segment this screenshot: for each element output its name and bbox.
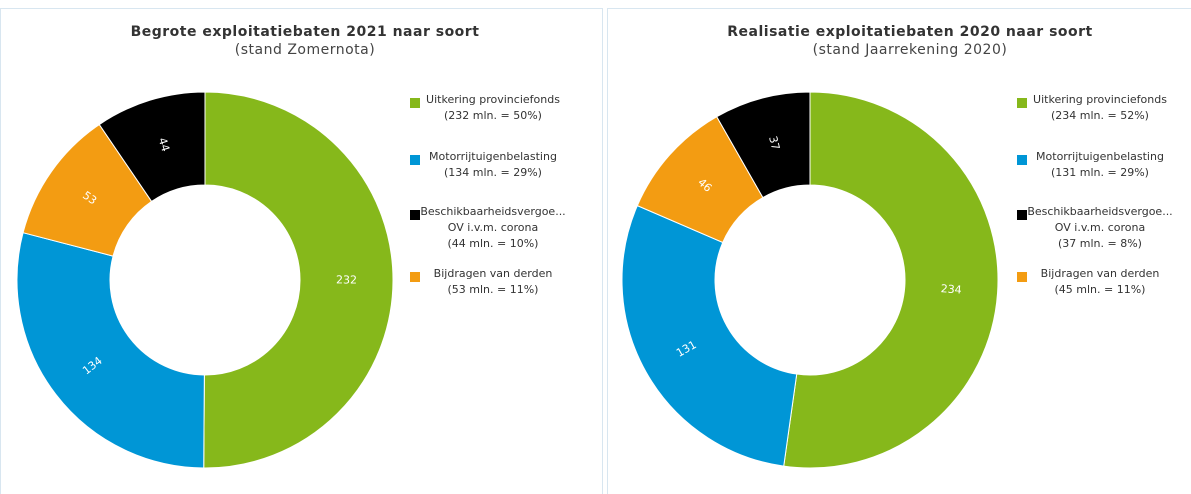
legend-label: Beschikbaarheidsvergoe...: [420, 205, 565, 218]
legend-label: Uitkering provinciefonds: [1033, 93, 1167, 106]
legend-label: Bijdragen van derden: [1041, 267, 1160, 280]
legend-detail: OV i.v.m. corona: [1055, 221, 1145, 234]
slice-label: 37: [766, 135, 782, 152]
legend-label: Motorrijtuigenbelasting: [429, 150, 557, 163]
slice: [783, 91, 999, 469]
legend-detail: (53 mln. = 11%): [448, 283, 539, 296]
legend-label: Uitkering provinciefonds: [426, 93, 560, 106]
slice-label: 234: [940, 282, 962, 296]
slice: [203, 91, 394, 469]
chart-subtitle: (stand Zomernota): [235, 42, 375, 58]
legend-detail: (131 mln. = 29%): [1051, 166, 1149, 179]
legend-detail: (134 mln. = 29%): [444, 166, 542, 179]
legend-label: Beschikbaarheidsvergoe...: [1027, 205, 1172, 218]
slice: [621, 204, 798, 467]
legend-label: Bijdragen van derden: [434, 267, 553, 280]
legend-swatch: [410, 155, 420, 165]
legend-swatch: [1017, 98, 1027, 108]
legend-swatch: [410, 98, 420, 108]
legend-detail: (232 mln. = 50%): [444, 109, 542, 122]
legend-detail: OV i.v.m. corona: [448, 221, 538, 234]
legend-swatch: [410, 210, 420, 220]
chart-title: Realisatie exploitatiebaten 2020 naar so…: [727, 24, 1093, 40]
slice: [98, 91, 206, 203]
legend-detail: (44 mln. = 10%): [448, 237, 539, 250]
slice: [716, 91, 811, 199]
slice-label: 44: [156, 136, 173, 153]
legend-detail: (45 mln. = 11%): [1055, 283, 1146, 296]
legend-swatch: [410, 272, 420, 282]
slice-label: 232: [336, 273, 357, 286]
legend-swatch: [1017, 272, 1027, 282]
legend-swatch: [1017, 210, 1027, 220]
slice: [16, 232, 205, 469]
panel: [607, 8, 1191, 494]
legend-label: Motorrijtuigenbelasting: [1036, 150, 1164, 163]
legend-swatch: [1017, 155, 1027, 165]
legend-detail: (234 mln. = 52%): [1051, 109, 1149, 122]
panel: [0, 8, 603, 494]
legend-detail: (37 mln. = 8%): [1058, 237, 1142, 250]
chart-title: Begrote exploitatiebaten 2021 naar soort: [131, 24, 480, 40]
chart-subtitle: (stand Jaarrekening 2020): [813, 42, 1008, 58]
